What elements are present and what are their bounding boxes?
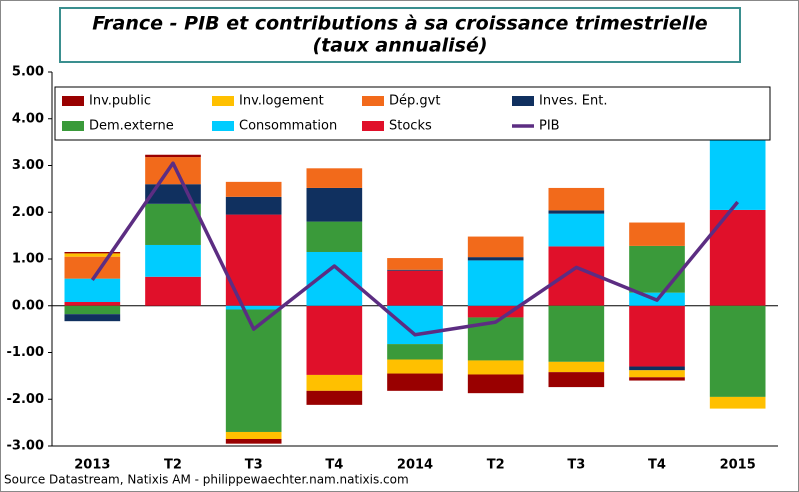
bar-segment bbox=[64, 278, 121, 303]
bar-segment bbox=[467, 305, 524, 318]
bar-segment bbox=[467, 236, 524, 258]
x-tick-label: T4 bbox=[325, 458, 343, 473]
bar-segment bbox=[145, 244, 201, 277]
bar-segment bbox=[64, 256, 121, 279]
bar-segment bbox=[225, 438, 282, 444]
bar-segment bbox=[64, 305, 121, 315]
legend-swatch bbox=[362, 96, 384, 106]
legend-box bbox=[54, 86, 771, 141]
bar-segment bbox=[387, 305, 443, 345]
legend-label: Dép.gvt bbox=[389, 94, 440, 109]
bar-segment bbox=[709, 305, 766, 397]
bar-segment bbox=[548, 361, 605, 373]
legend-swatch bbox=[62, 121, 84, 131]
bar-segment bbox=[64, 253, 121, 257]
x-tick-label: T4 bbox=[648, 458, 666, 473]
bar-segment bbox=[548, 213, 605, 247]
x-tick-label: T3 bbox=[245, 458, 263, 473]
source: Source Datastream, Natixis AM - philippe… bbox=[4, 473, 409, 487]
y-tick-label: 5.00 bbox=[12, 65, 44, 80]
bar-segment bbox=[387, 359, 443, 374]
bar-segment bbox=[64, 251, 121, 254]
bar-segment bbox=[467, 360, 524, 375]
y-tick-label: -2.00 bbox=[7, 392, 44, 407]
bar-segment bbox=[629, 377, 685, 381]
legend-label: Inv.logement bbox=[239, 94, 324, 109]
legend-label: Dem.externe bbox=[89, 119, 174, 134]
bar-segment bbox=[225, 431, 282, 439]
chart-subtitle: (taux annualisé) bbox=[312, 35, 487, 57]
bar-segment bbox=[306, 187, 363, 222]
x-tick-label: 2014 bbox=[397, 458, 433, 473]
bar-segment bbox=[548, 372, 605, 388]
bar-segment bbox=[548, 305, 605, 362]
bar-segment bbox=[306, 305, 363, 375]
legend-label: Consommation bbox=[239, 119, 337, 134]
legend-swatch bbox=[362, 121, 384, 131]
legend-swatch bbox=[62, 96, 84, 106]
bar-segment bbox=[548, 210, 605, 214]
bar-segment bbox=[145, 154, 201, 158]
bar-segment bbox=[387, 373, 443, 391]
legend-label: Inves. Ent. bbox=[539, 94, 608, 109]
bar-segment bbox=[306, 390, 363, 405]
y-tick-label: 4.00 bbox=[12, 111, 44, 126]
bar-segment bbox=[225, 196, 282, 215]
chart-title: France - PIB et contributions à sa crois… bbox=[92, 13, 708, 35]
bar-segment bbox=[64, 314, 121, 322]
bar-segment bbox=[306, 251, 363, 306]
bar-segment bbox=[467, 260, 524, 306]
x-tick-label: T3 bbox=[567, 458, 585, 473]
legend-swatch bbox=[212, 96, 234, 106]
bar-segment bbox=[548, 187, 605, 211]
legend-label: Inv.public bbox=[89, 94, 151, 109]
bar-segment bbox=[709, 128, 766, 210]
bar-segment bbox=[629, 366, 685, 371]
bar-segment bbox=[145, 203, 201, 245]
bar-segment bbox=[306, 168, 363, 188]
bar-segment bbox=[145, 157, 201, 185]
y-tick-label: 1.00 bbox=[12, 252, 44, 267]
bar-segment bbox=[709, 396, 766, 409]
y-tick-label: -3.00 bbox=[7, 439, 44, 454]
x-tick-label: T2 bbox=[487, 458, 505, 473]
bar-segment bbox=[306, 221, 363, 252]
bar-segment bbox=[306, 374, 363, 391]
bar-segment bbox=[225, 305, 282, 310]
legend-swatch bbox=[512, 96, 534, 106]
bar-segment bbox=[629, 222, 685, 246]
y-tick-label: -1.00 bbox=[7, 345, 44, 360]
y-tick-label: 3.00 bbox=[12, 158, 44, 173]
y-tick-label: 2.00 bbox=[12, 205, 44, 220]
bar-segment bbox=[629, 245, 685, 293]
bar-segment bbox=[467, 257, 524, 261]
y-tick-label: 0.00 bbox=[12, 298, 44, 313]
bar-segment bbox=[387, 344, 443, 360]
bar-segment bbox=[467, 374, 524, 394]
x-tick-label: T2 bbox=[164, 458, 182, 473]
bar-segment bbox=[145, 276, 201, 306]
bar-segment bbox=[629, 305, 685, 367]
x-tick-label: 2015 bbox=[720, 458, 756, 473]
bar-segment bbox=[629, 370, 685, 378]
line bbox=[90, 161, 740, 337]
bar-segment bbox=[64, 302, 121, 306]
legend-label: Stocks bbox=[389, 119, 432, 134]
x-tick-label: 2013 bbox=[74, 458, 110, 473]
legend-swatch bbox=[212, 121, 234, 131]
bar-segment bbox=[387, 258, 443, 270]
legend-label: PIB bbox=[539, 119, 560, 134]
bar-segment bbox=[387, 269, 443, 271]
bar-segment bbox=[225, 181, 282, 197]
title-box bbox=[59, 7, 741, 63]
bar-segment bbox=[387, 270, 443, 306]
